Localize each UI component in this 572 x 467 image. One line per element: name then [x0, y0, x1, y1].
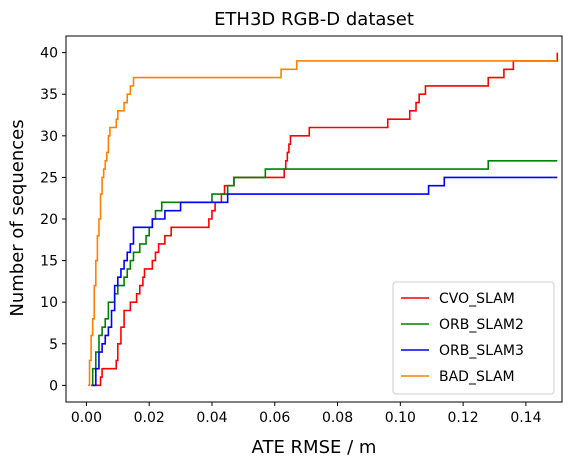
x-tick-label: 0.14: [510, 410, 541, 426]
x-tick-label: 0.08: [322, 410, 353, 426]
x-tick-label: 0.10: [385, 410, 416, 426]
legend-box: [392, 281, 555, 395]
y-axis-label: Number of sequences: [7, 119, 28, 316]
legend-label: ORB_SLAM3: [439, 343, 524, 359]
legend-label: BAD_SLAM: [439, 369, 515, 385]
legend-label: CVO_SLAM: [439, 291, 515, 307]
y-tick-label: 10: [40, 295, 58, 311]
y-tick-label: 25: [40, 170, 58, 186]
series-line-orb-slam3: [92, 176, 558, 387]
y-tick-label: 15: [40, 254, 58, 270]
series-line-bad-slam: [87, 60, 558, 387]
legend: CVO_SLAM ORB_SLAM2 ORB_SLAM3 BAD_SLAM: [392, 281, 555, 395]
y-tick-label: 30: [40, 129, 58, 145]
y-tick-label: 40: [40, 46, 58, 62]
series-line-orb-slam2: [91, 159, 558, 387]
y-tick-label: 5: [49, 337, 58, 353]
legend-label: ORB_SLAM2: [439, 317, 524, 333]
x-tick-label: 0.12: [448, 410, 479, 426]
y-tick-label: 35: [40, 87, 58, 103]
x-tick-label: 0.04: [196, 410, 227, 426]
series-line-cvo-slam: [91, 52, 559, 387]
x-axis: 0.00 0.02 0.04 0.06 0.08 0.10 0.12 0.14: [71, 402, 542, 426]
series-layer: [87, 52, 559, 387]
y-tick-label: 20: [40, 212, 58, 228]
chart-title: ETH3D RGB-D dataset: [214, 9, 414, 30]
y-tick-label: 0: [49, 378, 58, 394]
x-axis-label: ATE RMSE / m: [252, 437, 377, 458]
y-axis: 0 5 10 15 20 25 30 35 40: [40, 46, 66, 394]
x-tick-label: 0.00: [71, 410, 102, 426]
x-tick-label: 0.02: [134, 410, 165, 426]
x-tick-label: 0.06: [259, 410, 290, 426]
